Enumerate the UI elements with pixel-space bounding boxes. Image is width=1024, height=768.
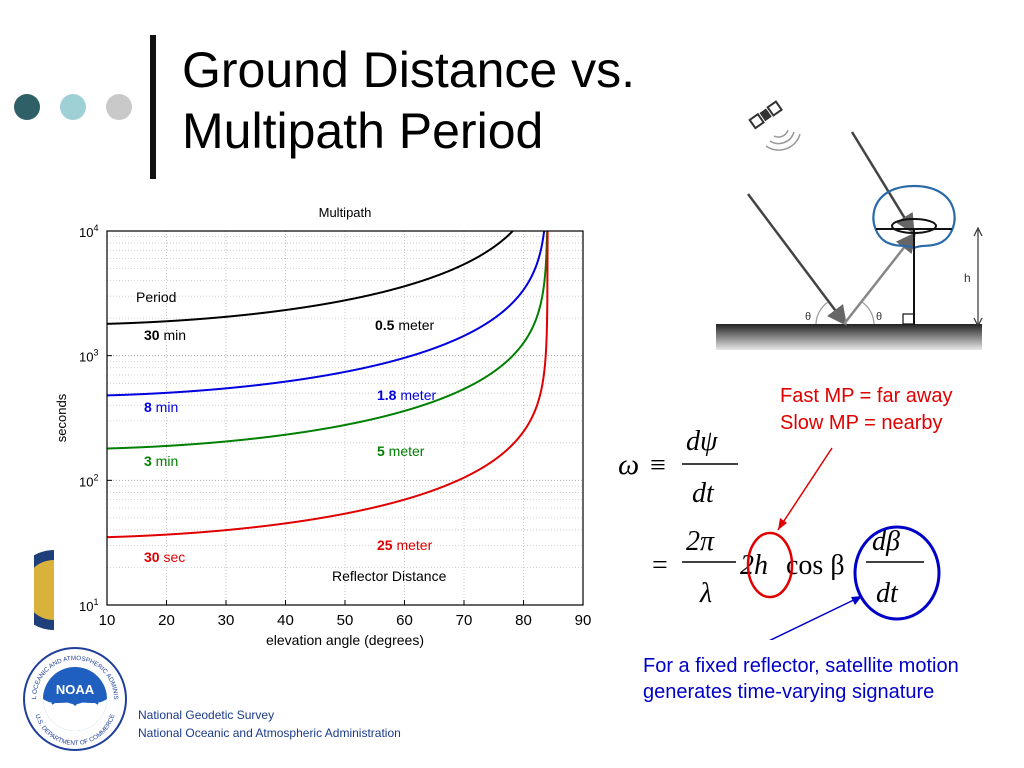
- right-angle-mark: [902, 313, 915, 325]
- eq-d-beta: dβ: [872, 526, 900, 557]
- red-note-line-1: Fast MP = far away: [780, 385, 953, 407]
- title-dots: [14, 94, 134, 120]
- blue-pointer: [769, 595, 863, 640]
- eq-highlight-red: [746, 531, 794, 599]
- slide-title-line-2: Multipath Period: [182, 103, 544, 159]
- period-label-0: 30 min: [144, 327, 186, 343]
- series-line-1: [106, 230, 546, 397]
- distance-label-2: 5 meter: [377, 443, 425, 459]
- dot-teal: [60, 94, 86, 120]
- x-tick-label: 40: [277, 612, 294, 629]
- y-tick-label: 102: [79, 472, 98, 489]
- equation: ω ≡ dψ dt = 2π λ 2h cos β dβ dt: [618, 426, 941, 640]
- noaa-logo-text: NOAA: [56, 682, 95, 697]
- height-label: h: [964, 271, 971, 285]
- distance-label-0: 0.5 meter: [375, 317, 434, 333]
- satellite-icon: [748, 100, 784, 130]
- reflected-ray: [843, 232, 917, 325]
- eq-equiv: ≡: [650, 450, 666, 481]
- x-tick-label: 20: [158, 612, 175, 629]
- incident-ray: [747, 193, 847, 326]
- slide-title-line-1: Ground Distance vs.: [182, 42, 635, 98]
- side-logo: [34, 550, 54, 630]
- x-tick-label: 30: [218, 612, 235, 629]
- chart-title: Multipath: [319, 205, 372, 220]
- curves: [106, 230, 549, 539]
- angle-label-right: θ: [876, 311, 882, 323]
- red-pointer: [777, 447, 833, 531]
- series-line-2: [106, 230, 549, 450]
- ground-surface: [716, 324, 982, 350]
- reflector-distance-header: Reflector Distance: [332, 568, 447, 584]
- eq-dt-2: dt: [876, 578, 899, 609]
- footer: National Geodetic Survey National Oceani…: [138, 706, 401, 742]
- x-axis-label: elevation angle (degrees): [266, 632, 424, 648]
- y-tick-label: 104: [79, 223, 98, 240]
- eq-omega: ω: [618, 448, 639, 481]
- period-label-2: 3 min: [144, 453, 178, 469]
- x-tick-labels: 10 20 30 40 50 60 70 80 90: [99, 600, 592, 629]
- eq-equals: =: [652, 550, 668, 581]
- footer-line-1: National Geodetic Survey: [138, 708, 275, 722]
- series-line-0: [106, 230, 514, 325]
- eq-cos-beta: cos β: [786, 550, 845, 581]
- y-tick-label: 103: [79, 348, 98, 365]
- eq-two-pi: 2π: [686, 526, 715, 557]
- blue-note: For a fixed reflector, satellite motion …: [643, 655, 959, 703]
- x-tick-label: 90: [575, 612, 592, 629]
- y-axis-label: seconds: [54, 393, 69, 442]
- red-note: Fast MP = far away Slow MP = nearby: [780, 383, 952, 437]
- series-line-3: [106, 230, 549, 539]
- eq-lambda: λ: [699, 578, 712, 609]
- signal-waves-icon: [765, 129, 801, 151]
- period-label-3: 30 sec: [144, 549, 185, 565]
- eq-dt-1: dt: [692, 478, 715, 509]
- x-tick-label: 60: [396, 612, 413, 629]
- grid: [107, 231, 583, 605]
- dot-dark: [14, 94, 40, 120]
- x-tick-label: 70: [456, 612, 473, 629]
- eq-highlight-blue: [853, 525, 941, 621]
- series-labels: 30 min 0.5 meter 8 min 1.8 meter 3 min 5 mete…: [144, 317, 436, 565]
- distance-label-3: 25 meter: [377, 537, 433, 553]
- y-tick-labels: 101 102 103 104: [79, 223, 112, 614]
- red-note-line-2: Slow MP = nearby: [780, 412, 943, 434]
- period-label-1: 8 min: [144, 399, 178, 415]
- dot-gray: [106, 94, 132, 120]
- distance-label-1: 1.8 meter: [377, 387, 436, 403]
- y-tick-label: 101: [79, 597, 98, 614]
- noaa-logo: NOAA NATIONAL OCEANIC AND ATMOSPHERIC AD…: [22, 646, 127, 751]
- title-divider: [150, 35, 156, 179]
- angle-arc-right: [861, 301, 875, 325]
- direct-ray: [850, 131, 915, 235]
- angle-arc-left: [815, 301, 829, 325]
- slide-title: Ground Distance vs. Multipath Period: [182, 40, 762, 162]
- reflection-diagram: θ θ h: [716, 100, 983, 350]
- eq-two-h: 2h: [740, 550, 768, 581]
- eq-d-psi: dψ: [686, 426, 718, 457]
- x-tick-label: 10: [99, 612, 116, 629]
- period-header: Period: [136, 289, 176, 305]
- footer-line-2: National Oceanic and Atmospheric Adminis…: [138, 726, 401, 740]
- x-tick-label: 80: [515, 612, 532, 629]
- x-tick-label: 50: [337, 612, 354, 629]
- multipath-chart: 10 20 30 40 50 60 70 80 90 101 102 103 104 Multipat…: [54, 205, 592, 648]
- angle-label-left: θ: [805, 311, 811, 323]
